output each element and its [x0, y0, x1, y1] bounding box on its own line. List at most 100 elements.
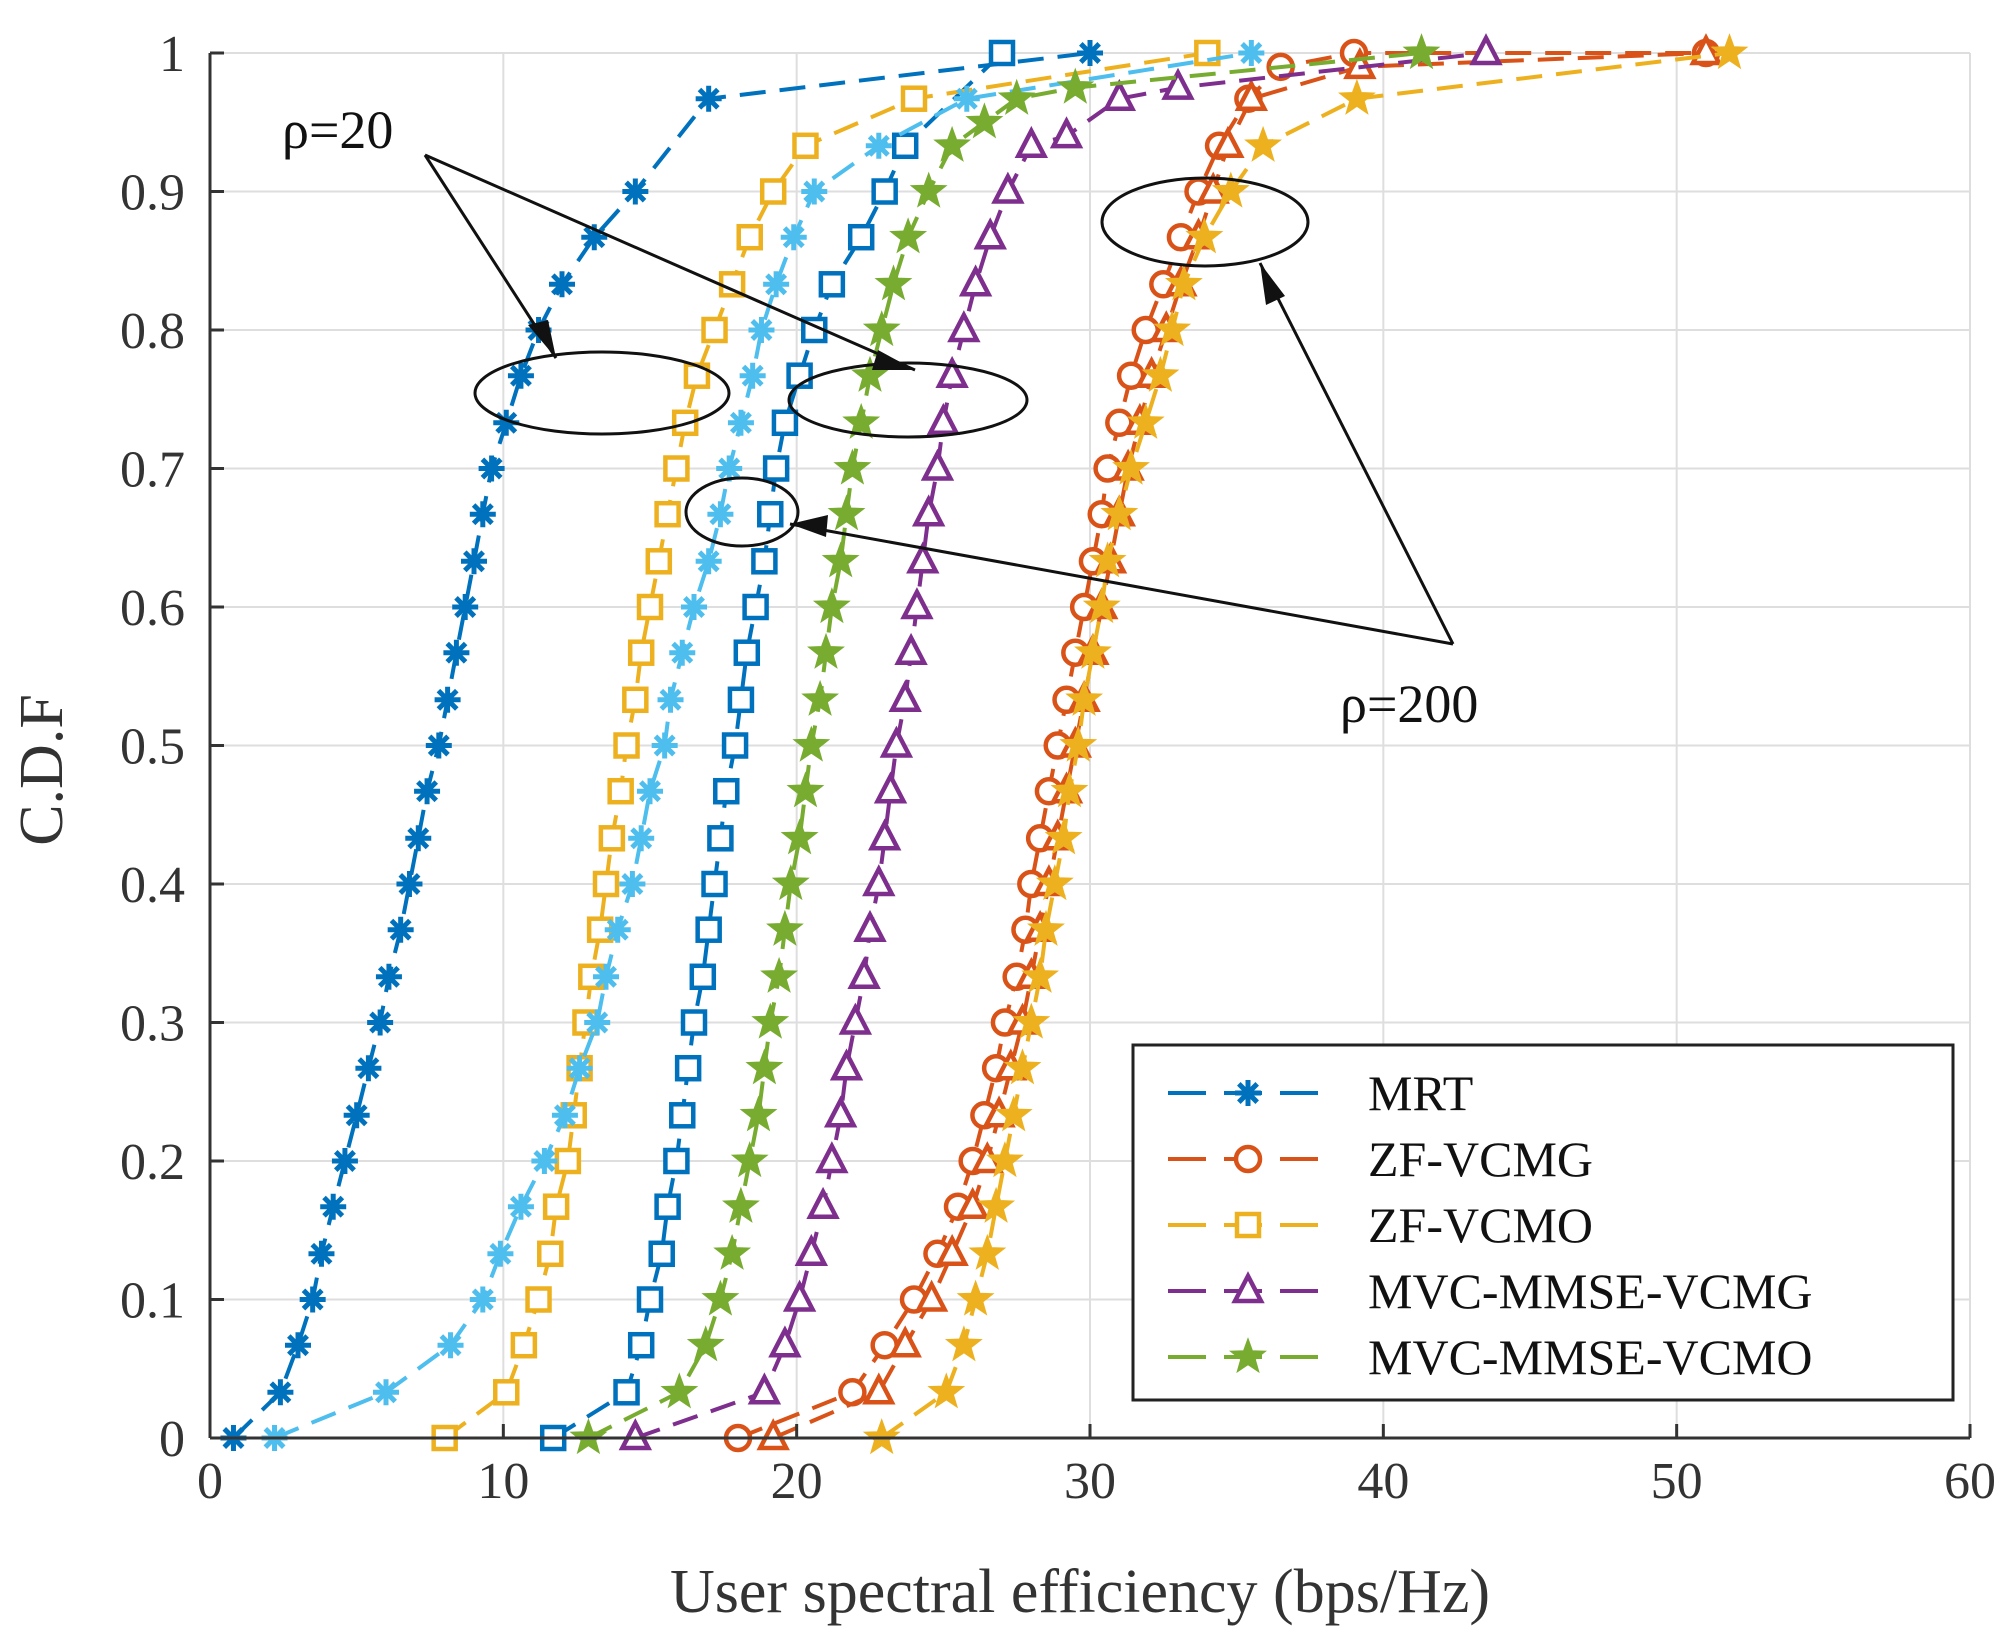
data-point [663, 1147, 690, 1175]
data-point [745, 1048, 784, 1085]
legend-label: ZF-VCMG [1368, 1131, 1593, 1187]
data-point [713, 1233, 752, 1270]
series-zf-vcmo-200- [261, 40, 1265, 1451]
data-point [991, 171, 1025, 204]
data-point [1027, 909, 1065, 946]
data-point [947, 310, 981, 343]
data-point [607, 777, 634, 805]
ellipse-rho200-left [684, 476, 800, 548]
data-point [727, 686, 755, 714]
data-point [792, 725, 831, 762]
data-point [648, 1240, 675, 1268]
y-tick-label: 0.4 [120, 857, 185, 914]
data-point [988, 39, 1016, 67]
legend-marker [1233, 1144, 1263, 1174]
data-point [1343, 46, 1377, 80]
data-point [771, 409, 799, 437]
data-point [1044, 818, 1083, 855]
data-point [695, 548, 722, 575]
data-point [807, 632, 845, 669]
data-point [437, 1332, 464, 1359]
data-point [733, 639, 761, 666]
data-point [1238, 40, 1265, 66]
data-point [739, 1095, 778, 1132]
data-point [469, 1286, 496, 1313]
arrow-rho200-left [789, 522, 1454, 646]
data-point [847, 223, 875, 251]
legend-marker [1234, 1211, 1262, 1239]
data-point [944, 1325, 983, 1362]
data-point [1049, 116, 1084, 149]
data-point [986, 1141, 1024, 1178]
data-point [1185, 217, 1224, 254]
data-point [452, 594, 479, 620]
data-point [531, 1148, 558, 1174]
data-point [994, 1095, 1033, 1132]
legend-marker [1235, 1080, 1261, 1106]
ellipse-rho20-left [473, 350, 731, 436]
data-point [1710, 33, 1749, 70]
data-point [622, 686, 649, 714]
series-layer [220, 33, 1749, 1455]
annotation-rho200: ρ=200 [1340, 674, 1478, 734]
legend-marker [1229, 1337, 1267, 1374]
data-point [569, 1418, 608, 1455]
series-mvc-mmse-vcmg [618, 33, 1503, 1451]
data-point [1141, 355, 1180, 392]
data-point [768, 1325, 802, 1358]
arrow-rho20-right [424, 153, 916, 372]
data-point [1153, 310, 1192, 347]
legend: MRT ZF-VCMG ZF-VCMO MVC-MMSE-VCMG MVC-MMSE-V… [1131, 1043, 1955, 1402]
x-axis-label: User spectral efficiency (bps/Hz) [670, 1558, 1490, 1626]
legend-label: MVC-MMSE-VCMG [1368, 1263, 1813, 1319]
data-point [977, 1186, 1016, 1223]
data-point [308, 1240, 335, 1267]
data-point [935, 355, 969, 388]
y-axis-label: C.D.F [8, 694, 76, 846]
data-point [461, 548, 487, 575]
data-point [487, 1240, 514, 1267]
data-point [375, 963, 402, 990]
series-zf-vcmo-200-star [862, 33, 1749, 1455]
legend-box [1131, 1043, 1955, 1402]
data-point [742, 593, 769, 621]
legend-marker [1231, 1271, 1265, 1304]
data-point [736, 223, 763, 251]
data-point [507, 362, 534, 389]
data-point [355, 1055, 382, 1082]
data-point [780, 818, 819, 855]
arrow-rho200-right [1258, 262, 1455, 645]
data-point [613, 732, 640, 759]
data-point [654, 1193, 681, 1220]
data-point [425, 732, 452, 759]
data-point [1126, 402, 1165, 439]
data-point [838, 1002, 873, 1035]
legend-entry: MVC-MMSE-VCMO [1168, 1329, 1813, 1385]
data-point [888, 1325, 922, 1358]
data-point [1338, 78, 1376, 115]
data-point [766, 909, 804, 946]
data-point [267, 1379, 294, 1406]
data-point [405, 825, 432, 852]
data-point [299, 1286, 326, 1313]
data-point [707, 825, 734, 852]
arrowhead-rho20-right [872, 350, 915, 370]
data-point [331, 1148, 358, 1174]
data-point [926, 402, 961, 436]
data-point [973, 217, 1007, 250]
data-point [815, 1141, 849, 1174]
legend-entry: ZF-VCMG [1168, 1131, 1593, 1187]
data-point [651, 732, 678, 759]
data-point [584, 1009, 611, 1036]
data-point [657, 686, 684, 713]
data-point [1469, 33, 1503, 66]
data-point [554, 1147, 582, 1175]
series-mrt-200- [539, 39, 1016, 1452]
data-point [549, 271, 575, 298]
data-point [695, 85, 722, 112]
data-point [1059, 725, 1098, 762]
data-point [686, 1325, 725, 1362]
arrowhead-rho20-left [528, 320, 556, 358]
data-point [674, 1054, 702, 1082]
data-point [968, 1233, 1007, 1270]
